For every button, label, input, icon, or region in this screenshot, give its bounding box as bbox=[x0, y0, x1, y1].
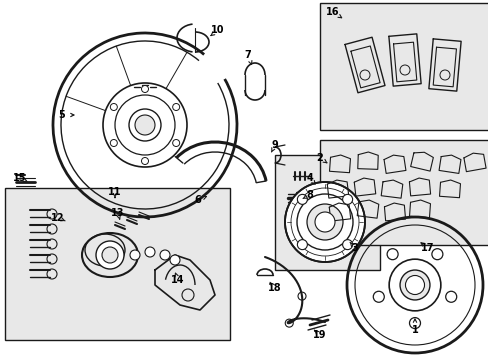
Circle shape bbox=[141, 158, 148, 165]
Circle shape bbox=[170, 255, 180, 265]
Circle shape bbox=[129, 109, 161, 141]
Circle shape bbox=[431, 249, 442, 260]
Circle shape bbox=[399, 270, 429, 300]
Text: 7: 7 bbox=[244, 50, 251, 60]
Circle shape bbox=[297, 194, 307, 204]
Text: 17: 17 bbox=[420, 243, 434, 253]
Text: 18: 18 bbox=[267, 283, 281, 293]
Circle shape bbox=[96, 241, 124, 269]
Circle shape bbox=[388, 259, 440, 311]
Circle shape bbox=[285, 182, 364, 262]
Bar bbox=[274, 155, 379, 270]
Circle shape bbox=[160, 250, 170, 260]
Text: 4: 4 bbox=[306, 173, 313, 183]
Circle shape bbox=[342, 194, 352, 204]
Circle shape bbox=[172, 104, 179, 111]
Circle shape bbox=[135, 115, 155, 135]
Text: 5: 5 bbox=[59, 110, 65, 120]
Circle shape bbox=[110, 104, 117, 111]
Circle shape bbox=[130, 250, 140, 260]
Text: 3: 3 bbox=[351, 243, 358, 253]
Bar bbox=[5, 188, 229, 340]
Text: 11: 11 bbox=[108, 187, 122, 197]
Circle shape bbox=[110, 140, 117, 147]
Circle shape bbox=[445, 291, 456, 302]
Text: 10: 10 bbox=[211, 25, 224, 35]
Circle shape bbox=[342, 240, 352, 249]
Bar bbox=[319, 3, 488, 130]
Circle shape bbox=[102, 247, 118, 263]
Text: 13: 13 bbox=[111, 208, 124, 218]
Circle shape bbox=[408, 318, 420, 329]
Circle shape bbox=[306, 204, 342, 240]
Text: 12: 12 bbox=[51, 213, 64, 223]
Text: 8: 8 bbox=[306, 190, 313, 200]
Circle shape bbox=[145, 247, 155, 257]
Circle shape bbox=[172, 140, 179, 147]
Circle shape bbox=[405, 275, 424, 294]
Text: 14: 14 bbox=[171, 275, 184, 285]
Circle shape bbox=[314, 212, 334, 232]
Circle shape bbox=[141, 86, 148, 93]
Circle shape bbox=[297, 240, 307, 249]
Bar bbox=[319, 140, 488, 245]
Text: 16: 16 bbox=[325, 7, 339, 17]
Circle shape bbox=[386, 249, 397, 260]
Text: 2: 2 bbox=[316, 153, 323, 163]
Text: 1: 1 bbox=[411, 325, 418, 335]
Text: 9: 9 bbox=[271, 140, 278, 150]
Circle shape bbox=[372, 291, 384, 302]
Text: 6: 6 bbox=[194, 195, 201, 205]
Text: 19: 19 bbox=[313, 330, 326, 340]
Text: 15: 15 bbox=[13, 173, 27, 183]
